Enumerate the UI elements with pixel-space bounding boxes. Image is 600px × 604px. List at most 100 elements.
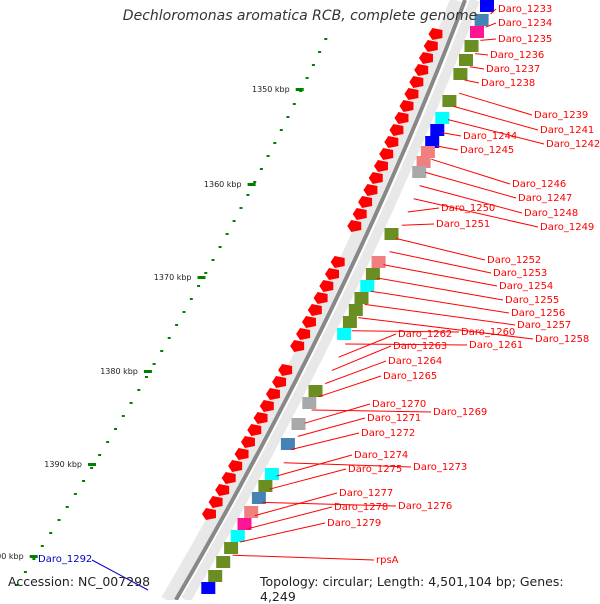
gene-arrow[interactable] [399,100,414,112]
feature-box[interactable] [480,0,494,12]
gene-label[interactable]: Daro_1242 [546,139,600,150]
gene-arrow[interactable] [428,28,443,40]
feature-box[interactable] [365,268,380,280]
gene-arrow[interactable] [253,412,268,424]
gene-label[interactable]: Daro_1258 [535,334,589,345]
gene-label[interactable]: Daro_1244 [463,131,517,142]
gene-label[interactable]: Daro_1237 [486,64,540,75]
gene-arrow[interactable] [347,220,362,232]
feature-box[interactable] [302,397,317,409]
gene-arrow[interactable] [265,388,280,400]
gene-arrow[interactable] [221,472,236,484]
feature-box[interactable] [208,570,223,582]
gene-arrow[interactable] [389,124,404,136]
gene-label[interactable]: Daro_1238 [481,78,535,89]
gene-label[interactable]: Daro_1270 [372,399,426,410]
gene-arrow[interactable] [240,436,255,448]
feature-box[interactable] [308,385,323,397]
feature-box[interactable] [442,95,457,107]
gene-label[interactable]: Daro_1241 [540,125,594,136]
feature-box[interactable] [224,542,239,554]
gene-arrow[interactable] [201,508,216,520]
feature-box[interactable] [416,156,431,168]
feature-box[interactable] [360,280,375,292]
feature-box[interactable] [237,518,252,530]
gene-arrow[interactable] [234,448,249,460]
feature-box[interactable] [371,256,386,268]
gene-label[interactable]: Daro_1263 [393,341,447,352]
gene-arrow[interactable] [368,172,383,184]
gene-arrow[interactable] [215,484,230,496]
gene-label[interactable]: Daro_1239 [534,110,588,121]
gene-arrow[interactable] [423,40,438,52]
gene-arrow[interactable] [247,424,262,436]
gene-arrow[interactable] [363,184,378,196]
gene-label[interactable]: Daro_1279 [327,518,381,529]
feature-box[interactable] [251,492,266,504]
gene-arrow[interactable] [409,76,424,88]
gene-label[interactable]: Daro_1274 [354,450,408,461]
gene-arrow[interactable] [325,268,340,280]
gene-label[interactable]: Daro_1262 [398,329,452,340]
gene-arrow[interactable] [418,52,433,64]
gene-label[interactable]: Daro_1256 [511,308,565,319]
gene-arrow[interactable] [319,280,334,292]
gene-label[interactable]: Daro_1278 [334,502,388,513]
gene-arrow[interactable] [208,496,223,508]
gene-label[interactable]: Daro_1249 [540,222,594,233]
gene-label[interactable]: Daro_1248 [524,208,578,219]
gene-arrow[interactable] [414,64,429,76]
gene-arrow[interactable] [379,148,394,160]
feature-box[interactable] [459,54,473,66]
gene-arrow[interactable] [296,328,311,340]
feature-box[interactable] [280,438,295,450]
gene-arrow[interactable] [404,88,419,100]
gene-arrow[interactable] [313,292,328,304]
gene-arrow[interactable] [330,256,345,268]
feature-box[interactable] [216,556,231,568]
feature-box[interactable] [230,530,245,542]
feature-box[interactable] [425,136,440,148]
gene-label[interactable]: Daro_1269 [433,407,487,418]
gene-arrow[interactable] [373,160,388,172]
gene-label[interactable]: Daro_1250 [441,203,495,214]
gene-label[interactable]: Daro_1264 [388,356,442,367]
gene-label[interactable]: Daro_1245 [460,145,514,156]
gene-label[interactable]: Daro_1233 [498,4,552,15]
feature-box[interactable] [430,124,445,136]
gene-label[interactable]: Daro_1247 [518,193,572,204]
gene-arrow[interactable] [290,340,305,352]
gene-label[interactable]: Daro_1272 [361,428,415,439]
gene-label[interactable]: Daro_1257 [517,320,571,331]
gene-label[interactable]: Daro_1252 [487,255,541,266]
feature-box[interactable] [470,26,484,38]
feature-box[interactable] [342,316,357,328]
gene-label[interactable]: Daro_1253 [493,268,547,279]
gene-arrow[interactable] [259,400,274,412]
feature-box[interactable] [337,328,352,340]
gene-arrow[interactable] [307,304,322,316]
gene-arrow[interactable] [394,112,409,124]
feature-box[interactable] [244,506,259,518]
gene-arrow[interactable] [272,376,287,388]
gene-label[interactable]: Daro_1273 [413,462,467,473]
feature-box[interactable] [384,228,399,240]
gene-arrow[interactable] [358,196,373,208]
feature-box[interactable] [348,304,363,316]
gene-label[interactable]: Daro_1251 [436,219,490,230]
gene-label[interactable]: Daro_1275 [348,464,402,475]
feature-box[interactable] [264,468,279,480]
gene-label[interactable]: Daro_1246 [512,179,566,190]
feature-box[interactable] [412,166,427,178]
gene-label[interactable]: Daro_1276 [398,501,452,512]
feature-box[interactable] [354,292,369,304]
gene-label[interactable]: Daro_1260 [461,327,515,338]
gene-label[interactable]: Daro_1261 [469,340,523,351]
gene-arrow[interactable] [301,316,316,328]
gene-arrow[interactable] [228,460,243,472]
feature-box[interactable] [420,146,435,158]
feature-box[interactable] [464,40,479,52]
gene-label[interactable]: Daro_1234 [498,18,552,29]
gene-arrow[interactable] [384,136,399,148]
gene-label[interactable]: Daro_1271 [367,413,421,424]
